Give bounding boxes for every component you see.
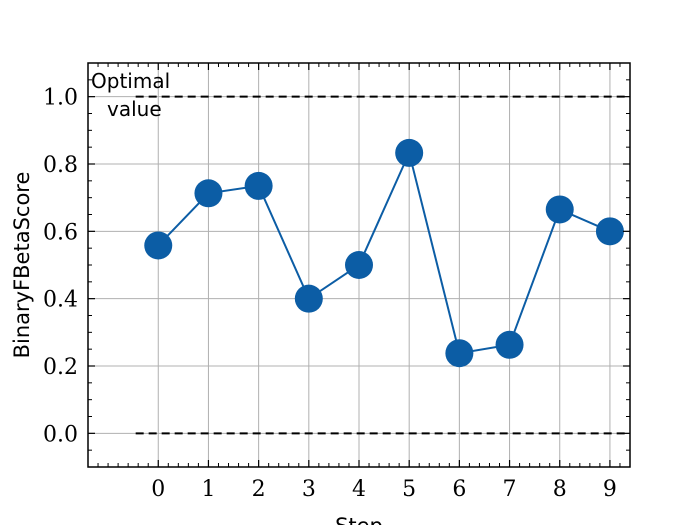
- data-point: [345, 251, 373, 279]
- data-points: [144, 138, 624, 368]
- data-point: [395, 138, 424, 167]
- data-point: [294, 284, 323, 313]
- x-axis-label: Step: [335, 514, 383, 525]
- annotation-line-2: value: [107, 97, 162, 121]
- y-axis-label: BinaryFBetaScore: [10, 172, 34, 359]
- y-tick-labels: 0.0 0.2 0.4 0.6 0.8 1.0: [43, 86, 78, 448]
- annotation-line-1: Optimal: [91, 69, 170, 93]
- reference-lines: [135, 95, 630, 435]
- y-tick-label: 0.8: [43, 153, 78, 178]
- data-point: [545, 195, 574, 224]
- series-line: [157, 149, 611, 355]
- x-tick-label: 5: [402, 477, 416, 502]
- data-point: [194, 179, 223, 208]
- data-point: [495, 330, 524, 359]
- x-tick-label: 8: [553, 477, 567, 502]
- y-tick-label: 0.6: [43, 220, 78, 245]
- y-tick-label: 1.0: [43, 86, 78, 111]
- x-tick-label: 7: [503, 477, 517, 502]
- x-tick-label: 9: [603, 477, 617, 502]
- x-tick-label: 3: [302, 477, 316, 502]
- x-tick-label: 1: [201, 477, 215, 502]
- y-tick-label: 0.2: [43, 355, 78, 380]
- series-polyline: [157, 149, 611, 355]
- data-point: [595, 217, 624, 246]
- axis-ticks: [87, 62, 631, 468]
- data-point: [144, 231, 173, 260]
- x-tick-label: 0: [151, 477, 165, 502]
- data-point: [244, 171, 273, 200]
- x-tick-labels: 0 1 2 3 4 5 6 7 8 9: [151, 477, 617, 502]
- x-tick-label: 6: [452, 477, 466, 502]
- y-tick-label: 0.4: [43, 288, 78, 313]
- y-tick-label: 0.0: [43, 422, 78, 447]
- x-tick-label: 4: [352, 477, 366, 502]
- x-tick-label: 2: [252, 477, 266, 502]
- data-point: [445, 339, 474, 368]
